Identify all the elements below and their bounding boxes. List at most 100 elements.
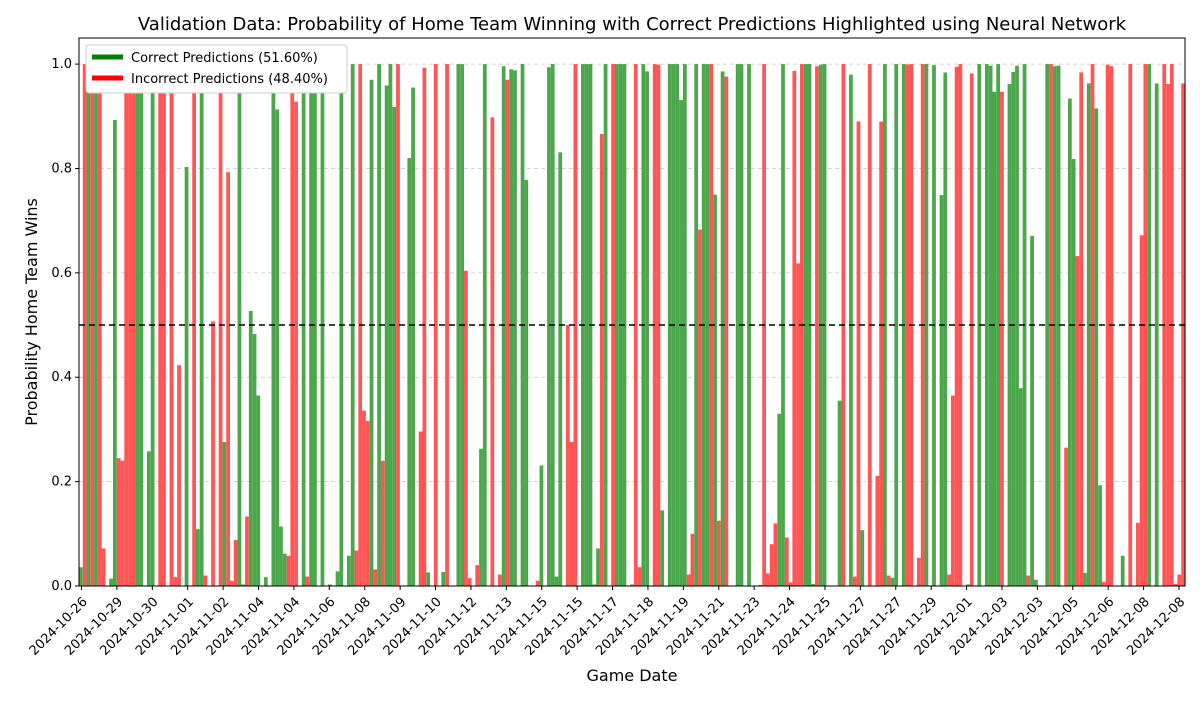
bar-incorrect <box>879 121 884 586</box>
bar-incorrect <box>1177 574 1182 586</box>
bar-incorrect <box>856 121 861 586</box>
plot-frame <box>78 37 1186 587</box>
bar-correct <box>1120 555 1125 586</box>
bar-correct <box>524 179 529 586</box>
bar-correct <box>1071 159 1076 586</box>
bar-correct <box>803 64 808 587</box>
bar-incorrect <box>1166 83 1170 587</box>
bar-correct <box>1018 388 1023 586</box>
bar-correct <box>735 64 740 587</box>
bar-correct <box>241 584 246 586</box>
bar-correct <box>222 441 227 586</box>
bar-correct <box>94 64 98 587</box>
bar-correct <box>758 584 763 586</box>
bar-correct <box>1015 65 1019 586</box>
legend-label-correct: Correct Predictions (51.60%) <box>131 51 318 66</box>
bar-incorrect <box>796 263 800 586</box>
y-tick-label: 1.0 <box>51 57 72 72</box>
bar-correct <box>996 64 1001 587</box>
bar-incorrect <box>815 66 819 587</box>
bar-correct <box>335 571 340 586</box>
bar-correct <box>943 72 948 586</box>
bar-correct <box>984 64 989 587</box>
bar-incorrect <box>124 64 129 587</box>
bar-incorrect <box>422 67 427 586</box>
bar-incorrect <box>969 73 974 587</box>
bar-correct <box>988 65 993 586</box>
bar-correct <box>890 577 895 586</box>
bar-correct <box>501 66 506 587</box>
bar-correct <box>184 166 189 586</box>
bar-incorrect <box>766 573 770 586</box>
bar-incorrect <box>784 537 789 586</box>
bar-incorrect <box>724 76 729 587</box>
bar-incorrect <box>211 321 215 586</box>
bar-correct <box>384 85 389 587</box>
bar-incorrect <box>1143 64 1148 587</box>
bar-incorrect <box>1105 64 1110 587</box>
bar-correct <box>596 548 600 586</box>
bar-incorrect <box>1079 72 1084 586</box>
bar-correct <box>675 64 680 587</box>
bar-correct <box>713 194 717 586</box>
legend-box <box>85 44 348 94</box>
bar-correct <box>479 448 483 586</box>
bar-incorrect <box>120 460 125 586</box>
bar-incorrect <box>656 64 661 587</box>
y-axis-label: Probability Home Team Wins <box>22 198 41 426</box>
bar-incorrect <box>1109 66 1114 587</box>
y-axis: 0.0 0.2 0.4 0.6 0.8 1.0 <box>51 57 79 594</box>
bar-incorrect <box>1064 447 1068 586</box>
bar-correct <box>369 79 374 586</box>
bar-incorrect <box>1101 581 1106 586</box>
bar-incorrect <box>373 569 378 586</box>
bar-incorrect <box>362 410 366 586</box>
bar-correct <box>660 510 665 586</box>
bar-correct <box>1098 485 1102 586</box>
bar-correct <box>86 64 91 587</box>
bar-correct <box>811 583 816 586</box>
bar-correct <box>694 64 699 587</box>
bar-correct <box>539 465 544 586</box>
bar-correct <box>347 555 351 586</box>
bar-incorrect <box>905 64 910 587</box>
bar-correct <box>547 67 551 587</box>
bar-correct <box>1034 579 1038 586</box>
bar-incorrect <box>788 582 793 586</box>
y-tick-label: 0.0 <box>51 579 72 594</box>
bar-incorrect <box>947 574 951 586</box>
bar-correct <box>1007 83 1012 587</box>
bar-correct <box>849 74 853 586</box>
bar-incorrect <box>875 475 880 586</box>
bar-incorrect <box>637 567 642 586</box>
bar-correct <box>554 576 559 586</box>
bar-correct <box>146 451 151 586</box>
bar-correct <box>1083 572 1087 586</box>
bar-correct <box>705 64 710 587</box>
bar-incorrect <box>773 523 778 586</box>
legend: Correct Predictions (51.60%) Incorrect P… <box>85 44 348 94</box>
bar-incorrect <box>365 421 370 586</box>
bar-incorrect <box>916 557 921 586</box>
bar-incorrect <box>1026 575 1031 586</box>
bar-incorrect <box>445 64 449 587</box>
bar-incorrect <box>686 574 691 586</box>
bar-incorrect <box>116 458 121 586</box>
bar-correct <box>279 526 283 586</box>
bar-correct <box>275 109 280 586</box>
bar-incorrect <box>305 576 310 586</box>
bar-correct <box>196 529 200 586</box>
bar-correct <box>1067 98 1072 586</box>
bar-incorrect <box>101 548 106 586</box>
bar-correct <box>603 64 608 587</box>
bar-incorrect <box>418 431 423 586</box>
bar-correct <box>894 64 899 587</box>
bar-correct <box>1011 71 1016 587</box>
y-tick-label: 0.6 <box>51 266 72 281</box>
y-tick-label: 0.2 <box>51 475 72 490</box>
x-axis-label: Game Date <box>587 666 678 685</box>
y-tick-label: 0.4 <box>51 370 72 385</box>
bar-correct <box>592 584 597 586</box>
bar-incorrect <box>769 544 774 586</box>
